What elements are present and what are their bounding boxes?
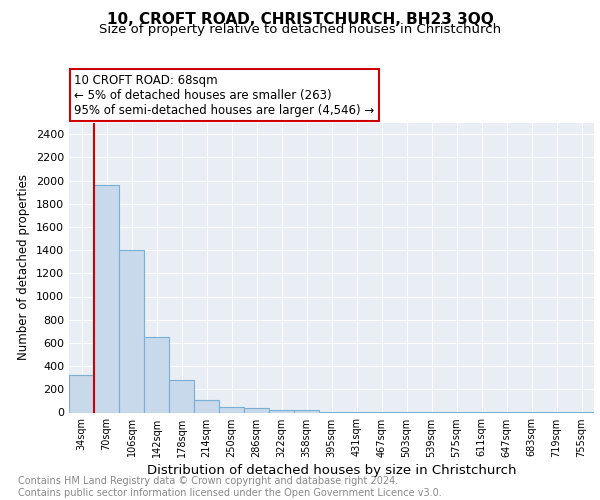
Text: 10 CROFT ROAD: 68sqm
← 5% of detached houses are smaller (263)
95% of semi-detac: 10 CROFT ROAD: 68sqm ← 5% of detached ho… bbox=[74, 74, 374, 116]
Bar bbox=[194, 400, 219, 412]
Bar bbox=[294, 410, 319, 412]
Bar bbox=[144, 337, 169, 412]
Bar bbox=[219, 406, 244, 412]
Bar bbox=[69, 376, 94, 412]
Bar bbox=[169, 380, 194, 412]
Bar bbox=[119, 250, 144, 412]
Bar bbox=[244, 408, 269, 412]
Text: Size of property relative to detached houses in Christchurch: Size of property relative to detached ho… bbox=[99, 22, 501, 36]
Text: 10, CROFT ROAD, CHRISTCHURCH, BH23 3QQ: 10, CROFT ROAD, CHRISTCHURCH, BH23 3QQ bbox=[107, 12, 493, 28]
Bar bbox=[94, 185, 119, 412]
Text: Contains HM Land Registry data © Crown copyright and database right 2024.
Contai: Contains HM Land Registry data © Crown c… bbox=[18, 476, 442, 498]
Y-axis label: Number of detached properties: Number of detached properties bbox=[17, 174, 31, 360]
Bar bbox=[269, 410, 294, 412]
X-axis label: Distribution of detached houses by size in Christchurch: Distribution of detached houses by size … bbox=[147, 464, 516, 477]
